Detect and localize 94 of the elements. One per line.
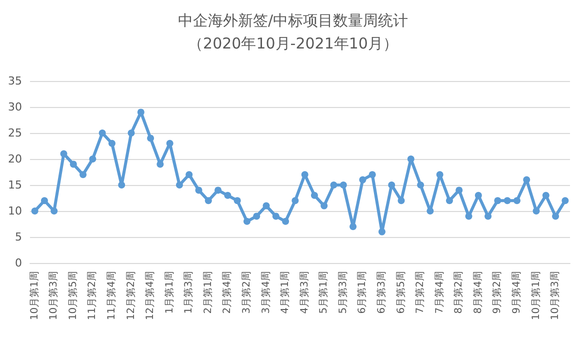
point xyxy=(456,186,463,194)
point xyxy=(474,192,482,199)
point xyxy=(504,197,511,204)
point xyxy=(137,108,144,116)
y-tick-label: 25 xyxy=(8,126,22,140)
y-tick-label: 10 xyxy=(8,204,22,218)
x-tick-label: 11月第4周 xyxy=(105,271,118,320)
point xyxy=(465,212,472,220)
x-tick-label: 8月第2周 xyxy=(452,271,465,314)
point xyxy=(176,182,183,188)
x-tick-label: 8月第4周 xyxy=(472,271,484,314)
y-tick-label: 30 xyxy=(8,100,22,114)
point xyxy=(60,150,68,158)
point xyxy=(147,134,154,142)
point xyxy=(484,212,492,220)
chart-subtitle: （2020年10月-2021年10月） xyxy=(188,34,398,52)
x-tick-label: 12月第4周 xyxy=(144,271,156,320)
point xyxy=(562,197,569,204)
x-tick-label: 11月第2周 xyxy=(86,271,98,320)
point xyxy=(523,176,530,184)
point xyxy=(388,182,396,188)
x-tick-label: 3月第2周 xyxy=(240,271,252,314)
point xyxy=(195,186,202,194)
point xyxy=(108,140,116,147)
x-tick-label: 6月第1周 xyxy=(356,271,368,314)
x-tick-label: 7月第2周 xyxy=(414,271,426,314)
point xyxy=(407,156,414,162)
x-tick-label: 9月第4周 xyxy=(510,271,522,314)
x-tick-label: 1月第1周 xyxy=(163,271,176,314)
point xyxy=(272,212,280,220)
point xyxy=(70,160,77,168)
x-tick-label: 10月第5周 xyxy=(66,271,79,320)
point xyxy=(166,140,174,147)
x-tick-label: 7月第4周 xyxy=(433,271,446,314)
point xyxy=(253,212,260,220)
point xyxy=(446,197,453,204)
x-tick-label: 1月第3周 xyxy=(182,271,195,314)
point xyxy=(368,171,376,178)
point xyxy=(494,197,502,204)
x-tick-label: 9月第2周 xyxy=(491,271,504,314)
point xyxy=(50,208,58,214)
point xyxy=(301,171,308,178)
point xyxy=(98,130,106,136)
point xyxy=(80,171,87,178)
x-tick-label: 2月第1周 xyxy=(202,271,214,314)
point xyxy=(214,186,222,194)
point xyxy=(359,176,366,184)
point xyxy=(378,228,386,236)
point xyxy=(350,223,357,230)
x-tick-label: 10月第3周 xyxy=(48,271,60,320)
point xyxy=(128,130,135,136)
point xyxy=(31,208,38,214)
point xyxy=(262,202,270,210)
chart-title: 中企海外新签/中标项目数量周统计 xyxy=(178,12,408,30)
point xyxy=(552,212,560,220)
x-tick-label: 6月第3周 xyxy=(375,271,388,314)
point xyxy=(243,218,250,225)
x-tick-label: 3月第4周 xyxy=(260,271,272,314)
point xyxy=(204,197,212,204)
point xyxy=(417,182,424,188)
y-tick-label: 15 xyxy=(8,178,22,192)
point xyxy=(310,192,318,199)
y-tick-label: 35 xyxy=(8,74,22,88)
y-tick-label: 0 xyxy=(15,256,22,270)
point xyxy=(340,182,347,188)
x-tick-label: 5月第1周 xyxy=(318,271,330,314)
point xyxy=(156,160,164,168)
point xyxy=(330,182,338,188)
x-tick-label: 12月第2周 xyxy=(124,271,137,320)
point xyxy=(532,208,540,214)
point xyxy=(234,197,241,204)
point xyxy=(436,171,444,178)
x-tick-label: 10月第1周 xyxy=(530,271,542,320)
point xyxy=(89,156,96,162)
y-tick-label: 5 xyxy=(15,230,22,244)
x-tick-label: 4月第1周 xyxy=(279,271,292,314)
point xyxy=(513,197,520,204)
point xyxy=(282,218,290,225)
y-tick-label: 20 xyxy=(8,152,22,166)
point xyxy=(118,182,126,188)
point xyxy=(542,192,550,199)
x-tick-label: 2月第4周 xyxy=(221,271,234,314)
x-tick-label: 5月第3周 xyxy=(336,271,349,314)
x-tick-label: 10月第1周 xyxy=(28,271,40,320)
x-tick-label: 6月第5周 xyxy=(394,271,407,314)
point xyxy=(320,202,328,210)
point xyxy=(186,171,193,178)
x-tick-label: 10月第3周 xyxy=(549,271,562,320)
x-tick-label: 4月第3周 xyxy=(298,271,310,314)
point xyxy=(426,208,434,214)
point xyxy=(224,192,232,199)
point xyxy=(398,197,405,204)
point xyxy=(40,197,48,204)
point xyxy=(292,197,299,204)
